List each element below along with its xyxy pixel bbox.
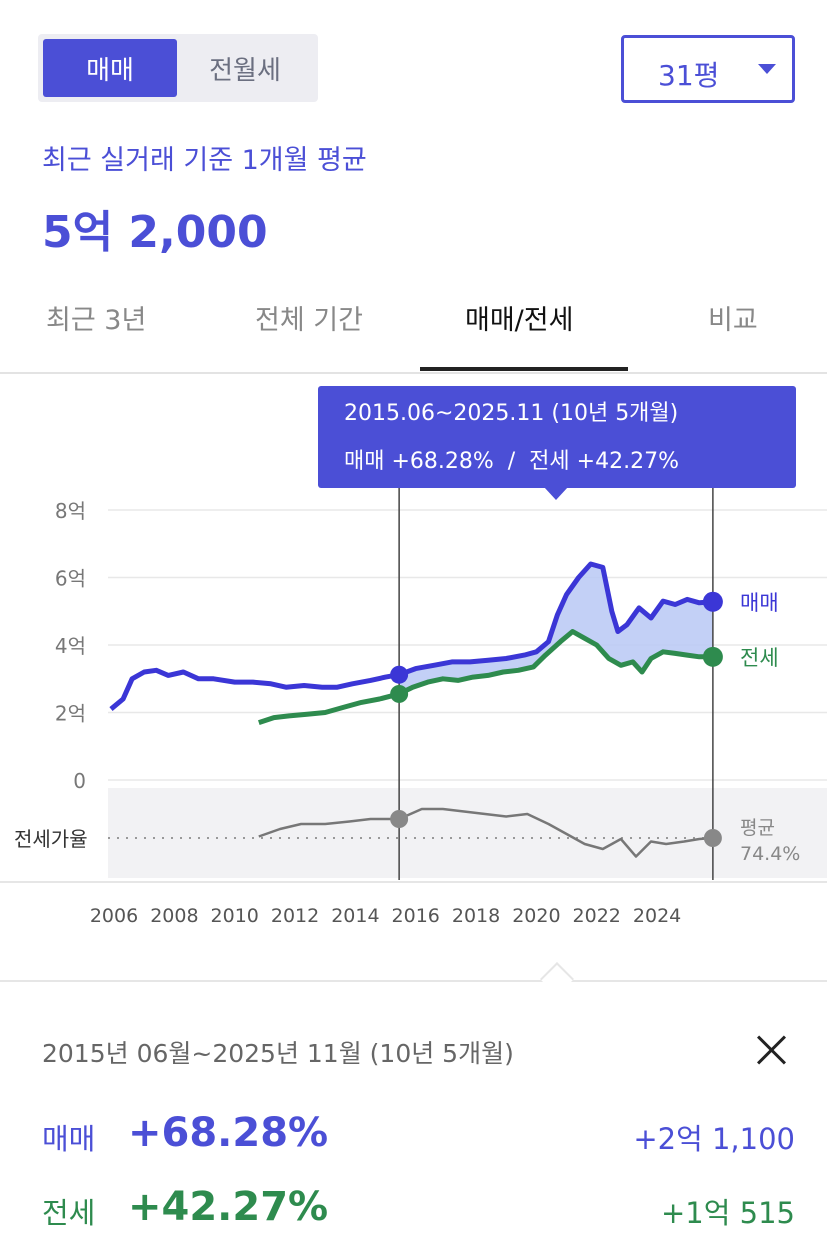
sale-change-pct: +68.28% <box>128 1110 329 1156</box>
caret-down-icon <box>758 64 776 74</box>
x-tick-label: 2012 <box>271 905 319 927</box>
jeonse-series-line <box>258 629 713 725</box>
ratio-start-point <box>390 810 409 828</box>
y-tick-label: 2억 <box>55 702 86 726</box>
ratio-average-value: 74.4% <box>740 843 800 865</box>
x-tick-label: 2014 <box>331 905 379 927</box>
ratio-end-point <box>703 829 722 847</box>
tabs-divider <box>0 372 827 374</box>
jeonse-label: 전세 <box>42 1196 96 1230</box>
detail-range: 2015년 06월~2025년 11월 (10년 5개월) <box>42 1039 514 1068</box>
tooltip-period: 2015.06~2025.11 (10년 5개월) <box>344 401 678 426</box>
ratio-average-label: 평균 <box>740 817 775 839</box>
average-price: 5억 2,000 <box>42 207 268 258</box>
x-tick-label: 2022 <box>573 905 621 927</box>
y-tick-label: 8억 <box>55 499 86 523</box>
detail-divider <box>0 980 827 982</box>
jeonse-ratio-line <box>258 807 713 858</box>
jeonse-change-pct: +42.27% <box>128 1184 329 1230</box>
detail-pointer <box>540 962 574 996</box>
sale-series-line <box>109 561 714 712</box>
area-size-select[interactable]: 31평 <box>621 35 795 103</box>
active-tab-indicator <box>420 367 628 371</box>
sale-change-amount: +2억 1,100 <box>633 1122 795 1156</box>
y-tick-label: 0 <box>73 769 86 793</box>
price-subtitle: 최근 실거래 기준 1개월 평균 <box>42 145 367 176</box>
y-tick-label: 4억 <box>55 634 86 658</box>
sale-toggle-button[interactable]: 매매 <box>43 39 177 97</box>
x-tick-label: 2018 <box>452 905 500 927</box>
close-icon[interactable] <box>752 1030 792 1070</box>
y-tick-label: 6억 <box>55 567 86 591</box>
sale-series-label: 매매 <box>740 591 779 615</box>
x-tick-label: 2016 <box>392 905 440 927</box>
x-tick-label: 2020 <box>512 905 560 927</box>
x-tick-label: 2008 <box>150 905 198 927</box>
ratio-axis-label: 전세가율 <box>14 827 88 851</box>
jeonse-change-amount: +1억 515 <box>661 1196 795 1230</box>
x-tick-label: 2010 <box>211 905 259 927</box>
tab-sale-jeonse[interactable]: 매매/전세 <box>465 305 574 336</box>
rent-toggle-button[interactable]: 전월세 <box>178 39 312 97</box>
x-tick-label: 2024 <box>633 905 681 927</box>
sale-end-point <box>702 591 723 612</box>
area-size-value: 31평 <box>658 59 720 92</box>
tooltip-changes: 매매 +68.28% / 전세 +42.27% <box>344 449 679 474</box>
tab-all-period[interactable]: 전체 기간 <box>255 305 363 336</box>
tab-compare[interactable]: 비교 <box>708 305 758 336</box>
selection-tooltip <box>318 386 796 488</box>
sale-jeonse-gap-area <box>399 564 713 694</box>
jeonse-start-point <box>390 684 409 703</box>
sale-start-point <box>390 665 409 684</box>
jeonse-series-label: 전세 <box>740 646 779 670</box>
tooltip-pointer <box>544 487 568 500</box>
jeonse-end-point <box>702 646 723 667</box>
x-tick-label: 2006 <box>90 905 138 927</box>
deal-type-toggle: 매매 전월세 <box>38 34 318 102</box>
tab-recent-3-years[interactable]: 최근 3년 <box>46 305 147 336</box>
sale-label: 매매 <box>42 1122 96 1156</box>
